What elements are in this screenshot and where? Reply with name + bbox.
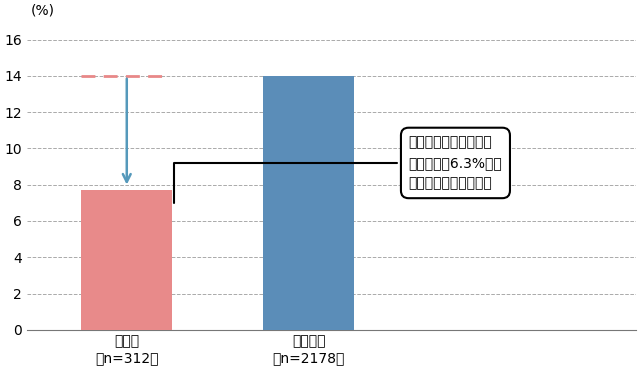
Bar — [81, 190, 172, 330]
Bar — [263, 76, 354, 330]
Text: (%): (%) — [31, 4, 54, 18]
Text: ５年間で要介護認定率
は約半分（6.3%ポイ
ント）抑制されていた: ５年間で要介護認定率 は約半分（6.3%ポイ ント）抑制されていた — [174, 135, 502, 203]
